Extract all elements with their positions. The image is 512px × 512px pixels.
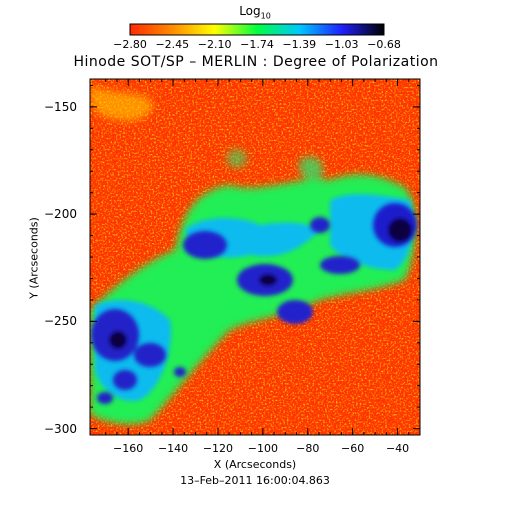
x-axis-label: X (Arcseconds) (213, 458, 297, 471)
colorbar-tick-label: −1.74 (240, 38, 274, 51)
x-tick-label: −60 (341, 442, 365, 455)
x-tick-label: −100 (247, 442, 278, 455)
y-tick-label: −150 (44, 99, 77, 114)
observation-timestamp: 13–Feb–2011 16:00:04.863 (180, 474, 330, 487)
colorbar-label-subscript: 10 (260, 11, 271, 21)
x-tick-label: −40 (385, 442, 410, 455)
colorbar-tick-label: −2.10 (197, 38, 232, 51)
colorbar-tick-label: −2.80 (113, 38, 147, 51)
polarization-image (90, 79, 420, 435)
colorbar-label: Log10 (200, 4, 310, 20)
colorbar-tick-labels: −2.80 −2.45 −2.10 −1.74 −1.39 −1.03 −0.68 (100, 38, 410, 52)
y-axis-label: Y (Arcseconds) (27, 217, 41, 299)
colorbar-tick-label: −1.39 (282, 38, 317, 51)
colorbar-tick-label: −2.45 (155, 38, 190, 51)
x-tick-label: −140 (157, 442, 189, 455)
x-tick-label: −80 (296, 442, 320, 455)
colorbar-label-base: Log (239, 4, 261, 18)
axis-tick-marks (90, 79, 420, 435)
x-tick-label: −160 (113, 442, 144, 455)
y-tick-label: −200 (44, 207, 77, 222)
y-tick-label: −250 (44, 314, 77, 329)
y-tick-label: −300 (44, 421, 77, 436)
plot-title: Hinode SOT/SP – MERLIN : Degree of Polar… (73, 54, 439, 70)
colorbar (129, 23, 385, 36)
colorbar-tick-label: −1.03 (324, 38, 359, 51)
x-tick-label: −120 (202, 442, 234, 455)
colorbar-tick-label: −0.68 (367, 38, 401, 51)
